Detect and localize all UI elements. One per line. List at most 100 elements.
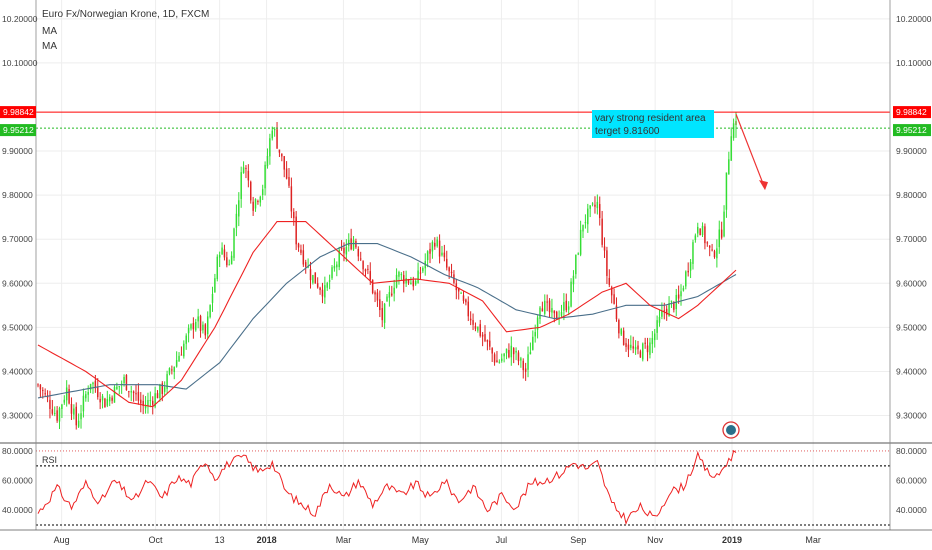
candle[interactable] [587,203,589,233]
candle[interactable] [692,239,694,270]
candle[interactable] [80,404,82,429]
candle[interactable] [171,365,173,375]
candle[interactable] [65,380,68,407]
candle[interactable] [51,400,54,416]
candle[interactable] [357,246,360,262]
candle[interactable] [271,126,274,141]
candle[interactable] [259,195,262,207]
candle[interactable] [113,385,116,403]
candle[interactable] [185,333,187,350]
candle[interactable] [206,311,209,340]
candle[interactable] [190,323,192,331]
candle[interactable] [730,127,732,161]
candle[interactable] [455,278,458,300]
candle[interactable] [266,148,269,169]
candle[interactable] [469,311,472,326]
candle[interactable] [563,293,565,321]
candle[interactable] [694,233,697,243]
candle[interactable] [419,266,422,280]
candle[interactable] [472,313,474,331]
candle[interactable] [374,290,376,303]
candle[interactable] [214,273,216,293]
candle[interactable] [187,324,190,343]
candle[interactable] [183,340,185,359]
left-price-axis[interactable]: 10.20000 10.10000 9.90000 9.80000 9.70000 9.6… [2,14,38,421]
candle[interactable] [288,168,290,188]
projection-arrow[interactable] [735,113,765,187]
candle[interactable] [226,251,228,268]
candle[interactable] [118,386,121,395]
candle[interactable] [572,270,575,293]
candle[interactable] [70,397,73,420]
candle[interactable] [68,384,70,405]
candle[interactable] [120,380,123,394]
candle[interactable] [646,337,649,362]
candle[interactable] [477,326,479,333]
candle[interactable] [577,252,579,256]
candle[interactable] [230,251,233,265]
candle[interactable] [606,246,608,285]
candle[interactable] [460,291,462,294]
candle[interactable] [290,177,293,219]
candle[interactable] [510,336,513,366]
candle[interactable] [551,298,553,319]
candle[interactable] [135,384,137,401]
candle[interactable] [331,265,333,280]
candle[interactable] [367,264,369,275]
candle[interactable] [500,353,503,363]
candle[interactable] [618,318,620,339]
candle[interactable] [264,161,266,196]
candle[interactable] [285,161,288,180]
candle[interactable] [457,287,460,300]
candle[interactable] [450,263,453,278]
candle[interactable] [596,194,599,215]
candle[interactable] [302,244,305,267]
candle[interactable] [273,127,276,137]
candle[interactable] [656,315,658,340]
candle[interactable] [481,332,484,347]
candle[interactable] [221,242,223,255]
right-price-axis[interactable]: 10.20000 10.10000 9.90000 9.80000 9.70000 9.6… [896,14,932,421]
candle[interactable] [634,340,637,355]
candle[interactable] [386,293,388,302]
candle[interactable] [128,390,130,398]
candle[interactable] [85,390,87,402]
candle[interactable] [728,151,730,175]
candle[interactable] [398,270,400,285]
candle[interactable] [252,196,254,216]
candle[interactable] [395,268,398,289]
candle[interactable] [376,289,379,307]
candle[interactable] [637,340,639,355]
candle[interactable] [484,325,486,343]
candle[interactable] [436,236,438,248]
candle[interactable] [520,356,522,368]
candle[interactable] [522,358,524,379]
candle[interactable] [594,196,596,214]
candle[interactable] [687,262,689,277]
time-axis[interactable]: Aug Oct 13 2018 Mar May Jul Sep Nov 2019 Mar [54,535,821,545]
candle[interactable] [159,383,161,402]
candle[interactable] [156,390,159,399]
indicator-ma-1[interactable]: MA [42,26,57,37]
candle[interactable] [680,284,682,306]
candle[interactable] [39,384,42,398]
candle[interactable] [228,259,230,266]
candle[interactable] [381,301,383,328]
candle[interactable] [718,220,721,254]
candle[interactable] [603,237,606,258]
candle[interactable] [388,285,391,307]
candle[interactable] [111,395,113,404]
candle[interactable] [601,210,603,248]
right-rsi-axis[interactable]: 80.0000 60.0000 40.0000 [896,446,927,515]
candle[interactable] [697,222,699,238]
candle[interactable] [725,172,728,218]
candle[interactable] [443,244,446,262]
candle[interactable] [151,396,154,415]
candle[interactable] [632,336,634,354]
candle[interactable] [254,198,257,212]
candle[interactable] [653,328,656,348]
chart-legend[interactable]: Euro Fx/Norwegian Krone, 1D, FXCM MA MA [42,9,209,52]
candle[interactable] [216,254,219,282]
candle[interactable] [328,274,331,290]
candle[interactable] [402,270,405,293]
